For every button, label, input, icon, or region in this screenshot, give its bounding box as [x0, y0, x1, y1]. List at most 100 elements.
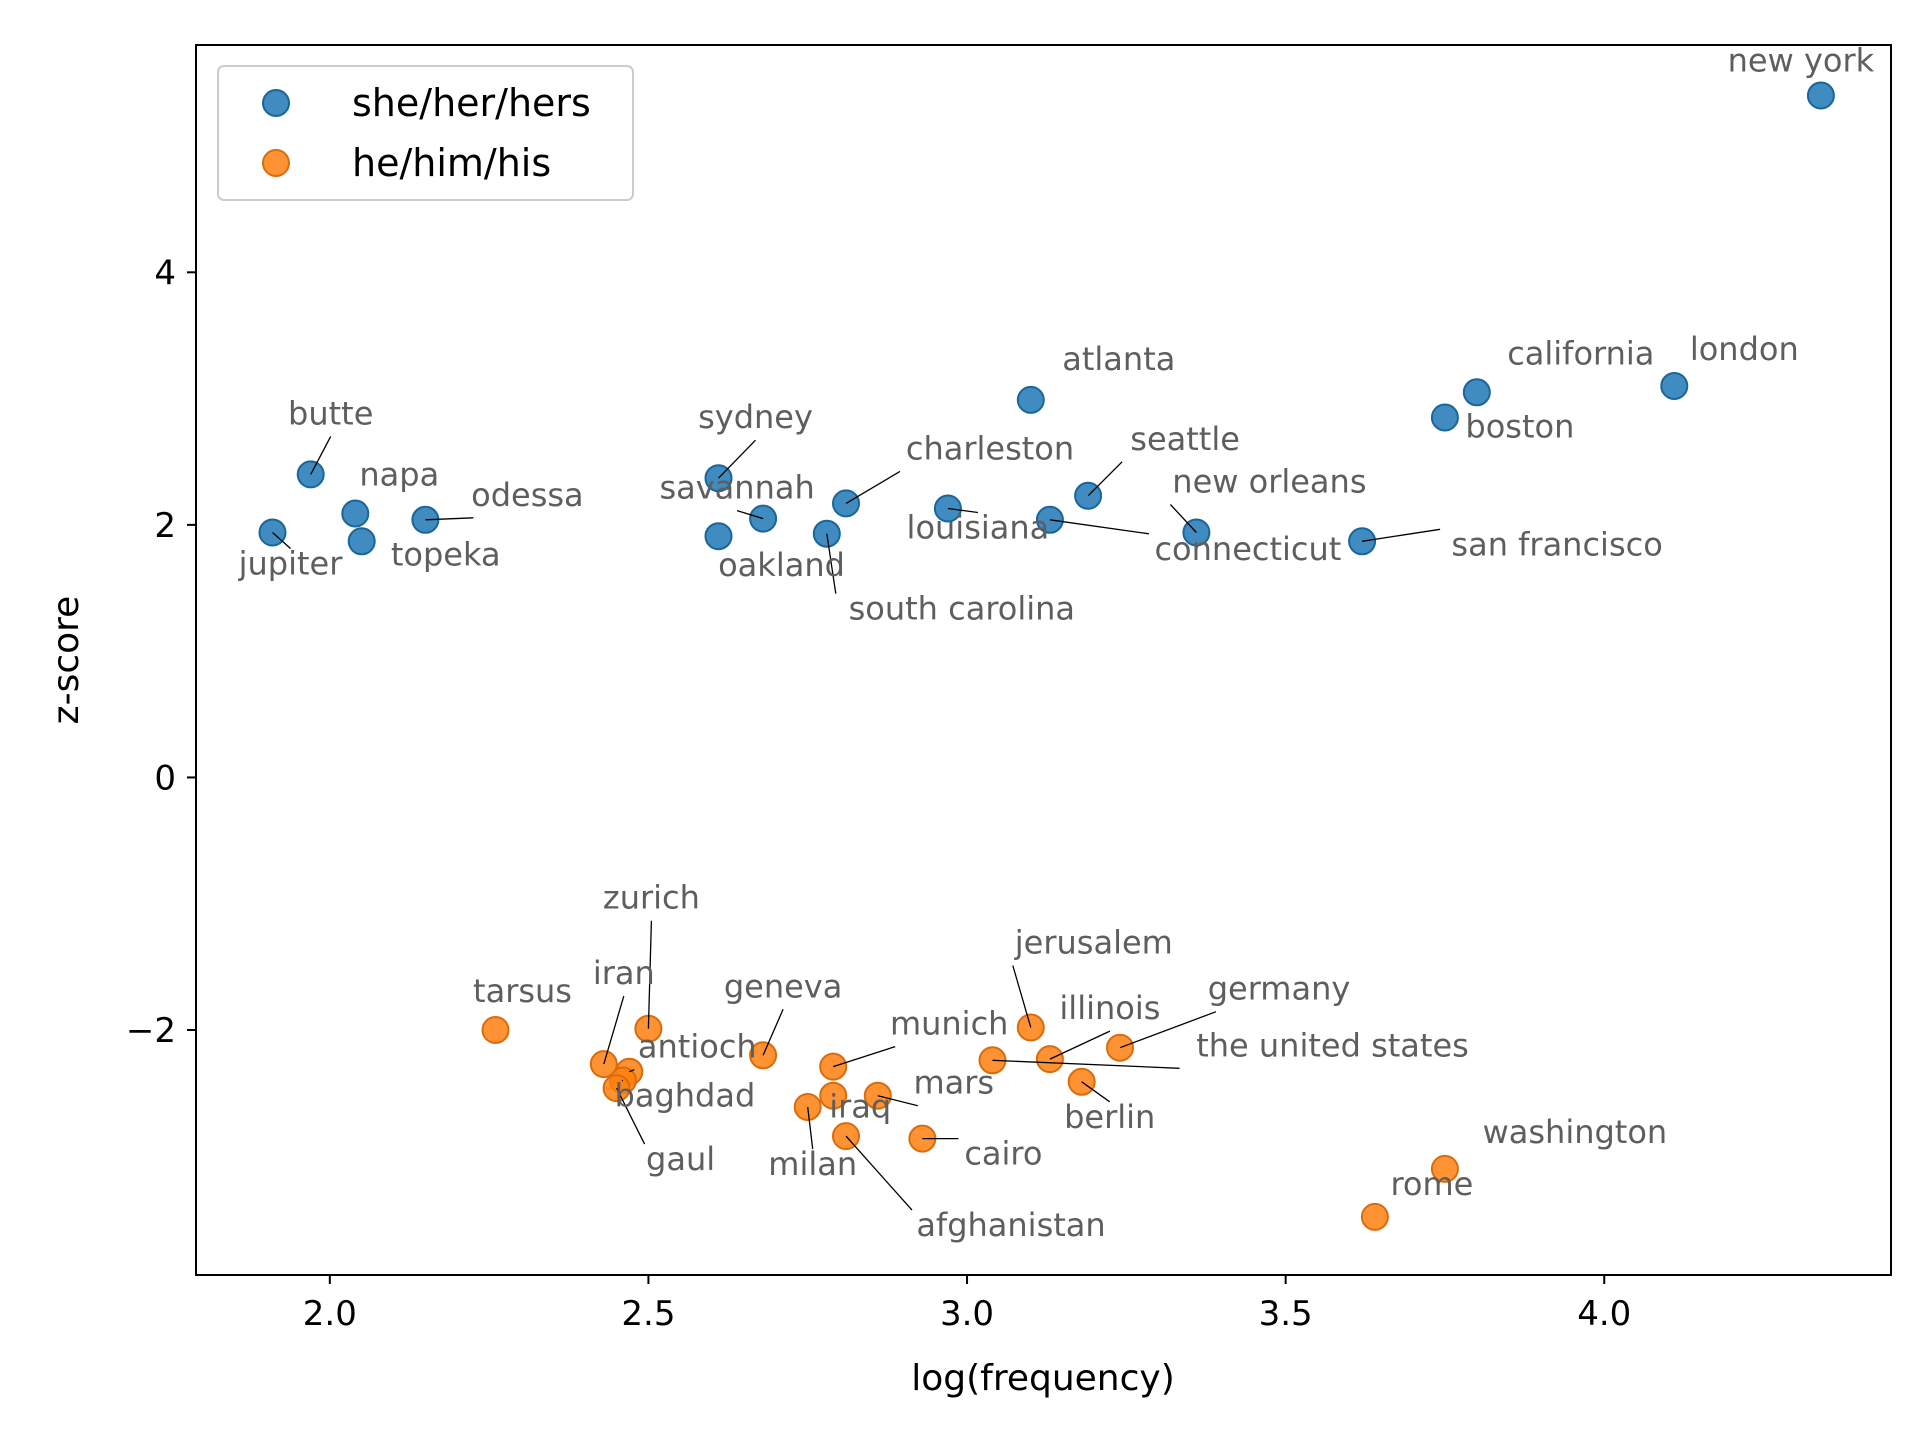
point-label-topeka: topeka: [391, 535, 501, 573]
point-label-napa: napa: [359, 456, 439, 494]
point-label-the-united-states: the united states: [1196, 1026, 1469, 1064]
point-label-geneva: geneva: [724, 967, 843, 1005]
point-label-new-york: new york: [1728, 42, 1875, 80]
data-point-rome: [1360, 1202, 1389, 1231]
point-label-baghdad: baghdad: [615, 1077, 756, 1115]
point-label-charleston: charleston: [906, 429, 1074, 467]
y-tick-label: 2: [154, 506, 176, 546]
point-label-boston: boston: [1465, 408, 1574, 446]
y-axis: −2 0 2 4: [126, 253, 196, 1051]
y-tick-label: 0: [154, 758, 176, 798]
point-label-cairo: cairo: [964, 1135, 1042, 1173]
leader-line-illinois: [1049, 1030, 1111, 1060]
point-label-connecticut: connecticut: [1154, 530, 1341, 568]
point-label-gaul: gaul: [646, 1140, 715, 1178]
leader-line-the-united-states: [992, 1059, 1180, 1069]
point-label-milan: milan: [768, 1145, 857, 1183]
point-label-iraq: iraq: [829, 1088, 891, 1126]
leader-line-seattle: [1087, 461, 1123, 497]
legend-marker-he: [262, 149, 290, 177]
point-label-new-orleans: new orleans: [1172, 463, 1366, 501]
point-label-seattle: seattle: [1130, 420, 1240, 458]
leader-line-geneva: [762, 1009, 784, 1056]
leader-line-louisiana: [947, 507, 978, 514]
leader-line-sydney: [718, 439, 756, 479]
leader-line-savannah: [736, 509, 764, 520]
x-axis: 2.0 2.5 3.0 3.5 4.0: [303, 1275, 1631, 1334]
point-label-rome: rome: [1390, 1165, 1473, 1203]
point-label-jupiter: jupiter: [238, 545, 344, 583]
leader-line-milan: [807, 1106, 814, 1150]
point-label-illinois: illinois: [1059, 989, 1160, 1027]
point-label-butte: butte: [288, 394, 373, 432]
point-label-iran: iran: [593, 954, 655, 992]
x-tick-label: 2.0: [303, 1294, 357, 1334]
data-point-new-york: [1806, 81, 1835, 110]
leader-line-gaul: [616, 1087, 646, 1145]
y-tick-label: −2: [126, 1011, 176, 1051]
x-tick-label: 3.0: [940, 1294, 994, 1334]
point-label-washington: washington: [1483, 1113, 1668, 1151]
point-label-london: london: [1690, 330, 1799, 368]
point-label-san-francisco: san francisco: [1451, 525, 1662, 563]
leader-line-butte: [310, 436, 332, 475]
data-point-boston: [1430, 403, 1459, 432]
point-label-berlin: berlin: [1064, 1098, 1155, 1136]
data-point-napa: [341, 499, 370, 528]
point-label-afghanistan: afghanistan: [916, 1206, 1105, 1244]
x-tick-label: 4.0: [1577, 1294, 1631, 1334]
point-label-oakland: oakland: [718, 546, 845, 584]
leader-line-charleston: [845, 470, 901, 504]
point-label-mars: mars: [913, 1064, 994, 1102]
leader-line-connecticut: [1049, 519, 1149, 535]
leader-line-berlin: [1081, 1081, 1111, 1103]
data-point-oakland: [704, 522, 733, 551]
leader-lines-layer: [272, 436, 1441, 1211]
point-label-munich: munich: [890, 1005, 1009, 1043]
x-axis-label: log(frequency): [911, 1358, 1175, 1399]
leader-line-munich: [833, 1045, 896, 1068]
point-label-south-carolina: south carolina: [849, 590, 1075, 628]
legend: she/her/hers he/him/his: [217, 65, 634, 201]
leader-line-iran: [603, 995, 625, 1065]
point-label-tarsus: tarsus: [473, 972, 572, 1010]
point-label-savannah: savannah: [659, 469, 814, 507]
point-labels-layer: new york london california boston san franci…: [238, 42, 1875, 1245]
leader-line-jupiter: [272, 532, 291, 549]
point-label-antioch: antioch: [638, 1028, 757, 1066]
x-tick-label: 2.5: [621, 1294, 675, 1334]
y-axis-label: z-score: [46, 596, 87, 725]
leader-line-san-francisco: [1362, 528, 1441, 542]
point-label-louisiana: louisiana: [907, 509, 1050, 547]
y-tick-label: 4: [154, 253, 176, 293]
data-point-california: [1462, 378, 1491, 407]
leader-line-zurich: [647, 920, 653, 1029]
leader-line-jerusalem: [1012, 965, 1032, 1028]
leader-line-south-carolina: [826, 533, 837, 594]
point-label-odessa: odessa: [471, 476, 584, 514]
leader-line-antioch: [629, 1069, 635, 1073]
point-label-atlanta: atlanta: [1062, 340, 1175, 378]
leader-line-new-orleans: [1169, 504, 1197, 533]
data-point-washington: [1430, 1154, 1459, 1183]
data-point-iraq: [819, 1081, 848, 1110]
point-label-zurich: zurich: [603, 879, 700, 917]
leader-line-mars: [877, 1095, 918, 1107]
point-label-california: california: [1507, 334, 1654, 372]
data-point-charleston: [832, 489, 860, 518]
legend-entry-she: she/her/hers: [352, 81, 591, 125]
data-point-london: [1660, 372, 1689, 400]
x-tick-label: 3.5: [1259, 1294, 1313, 1334]
legend-box: [217, 65, 634, 201]
leader-line-germany: [1119, 1011, 1217, 1049]
legend-entry-he: he/him/his: [352, 141, 551, 185]
point-label-jerusalem: jerusalem: [1014, 924, 1173, 962]
leader-line-afghanistan: [845, 1135, 913, 1211]
leader-line-odessa: [425, 517, 474, 521]
point-label-germany: germany: [1208, 970, 1351, 1008]
data-point-atlanta: [1016, 385, 1045, 414]
point-label-sydney: sydney: [698, 398, 813, 436]
data-point-tarsus: [481, 1016, 510, 1044]
